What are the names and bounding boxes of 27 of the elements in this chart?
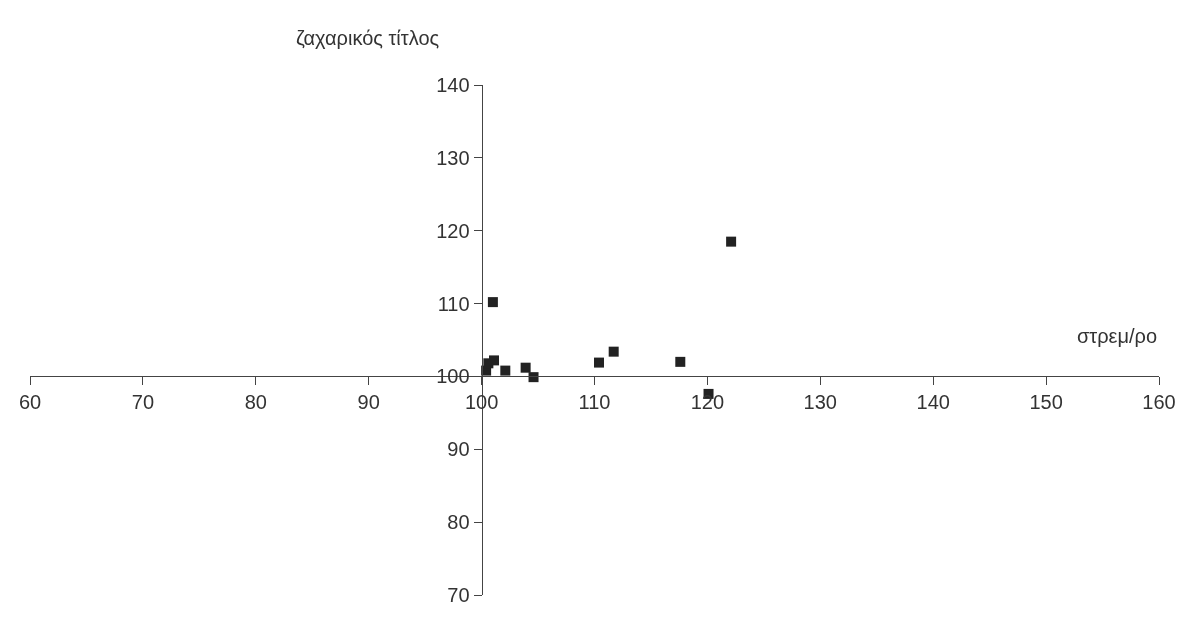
point bbox=[520, 362, 531, 373]
x-tick-label: 70 bbox=[131, 391, 155, 414]
point bbox=[489, 355, 500, 366]
y-tick-label: 120 bbox=[436, 219, 470, 242]
x-tick-label: 140 bbox=[916, 391, 950, 414]
x-tick-label: 60 bbox=[18, 391, 42, 414]
x-tick-label: 160 bbox=[1142, 391, 1176, 414]
point bbox=[500, 365, 511, 376]
y-tick-label: 140 bbox=[436, 74, 470, 96]
point bbox=[487, 297, 498, 308]
point bbox=[675, 356, 686, 367]
y-tick-label: 130 bbox=[436, 146, 470, 169]
x-tick-label: 90 bbox=[357, 391, 380, 414]
x-tick-label: 80 bbox=[244, 391, 267, 414]
y-tick-label: 70 bbox=[447, 584, 470, 606]
y-tick-label: 80 bbox=[447, 511, 470, 534]
y-tick-label: 110 bbox=[437, 292, 470, 315]
point bbox=[594, 357, 605, 368]
point bbox=[726, 236, 737, 247]
x-axis-title: στρεμ/ρο bbox=[1077, 325, 1158, 347]
x-tick-label: 150 bbox=[1029, 391, 1063, 414]
y-axis-title: ζαχαρικός τίτλος bbox=[296, 27, 440, 49]
x-tick-label: 120 bbox=[690, 391, 725, 414]
x-tick-label: 130 bbox=[803, 391, 837, 414]
y-tick-label: 90 bbox=[447, 438, 470, 461]
point bbox=[608, 346, 619, 357]
x-tick-label: 110 bbox=[578, 391, 611, 414]
